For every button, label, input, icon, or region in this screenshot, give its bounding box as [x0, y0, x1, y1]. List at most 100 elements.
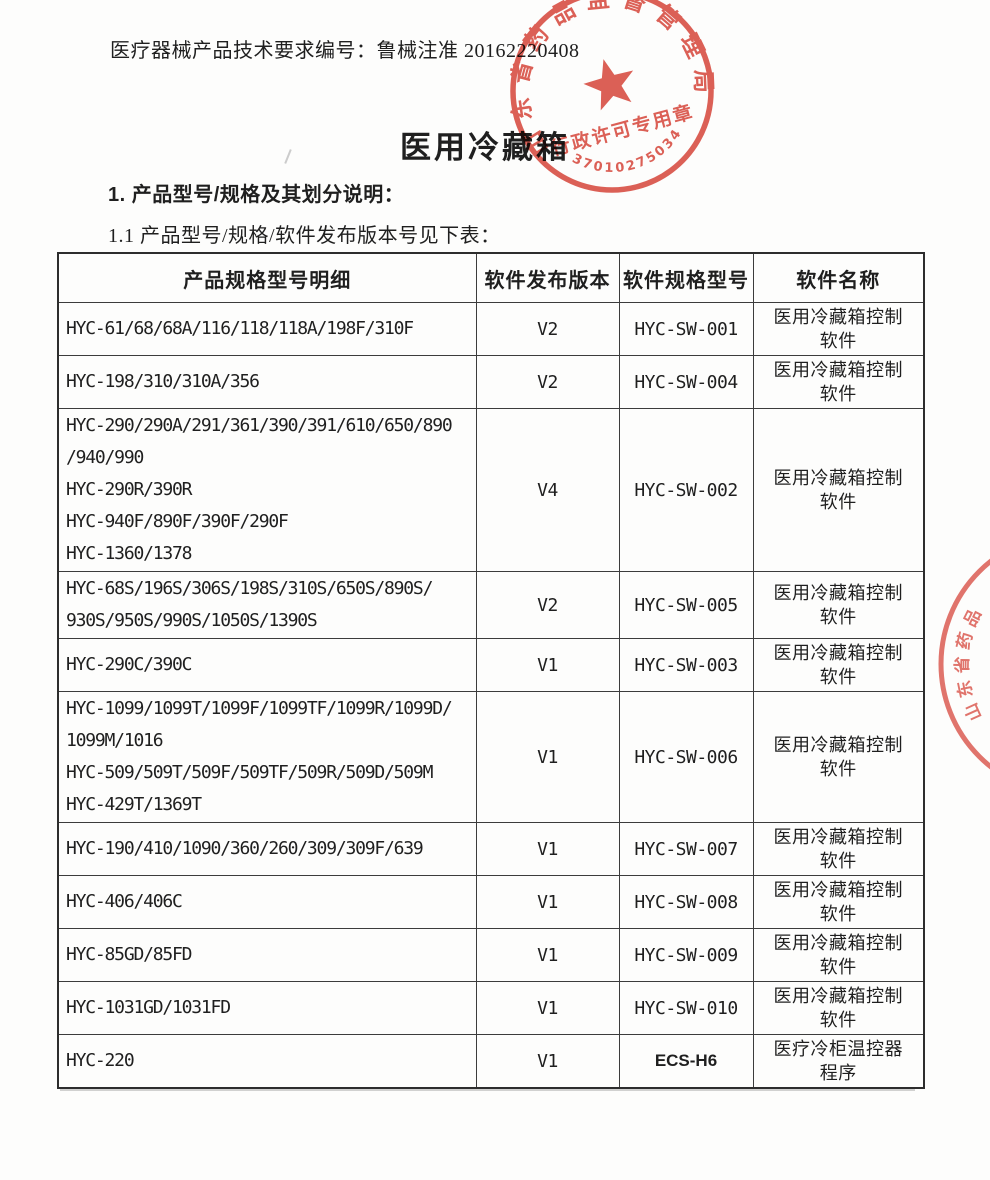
software-model-cell: HYC-SW-007	[618, 822, 754, 876]
software-name-line: 医用冷藏箱控制	[773, 468, 903, 488]
model-line: HYC-198/310/310A/356	[66, 371, 260, 392]
software-name-line: 软件	[819, 667, 857, 687]
model-list-cell: HYC-220	[57, 1034, 477, 1089]
table-row: HYC-85GD/85FD V1 HYC-SW-009 医用冷藏箱控制 软件	[57, 928, 925, 982]
model-list-cell: HYC-190/410/1090/360/260/309/309F/639	[57, 822, 477, 876]
table-row: HYC-190/410/1090/360/260/309/309F/639 V1 H…	[57, 822, 925, 876]
table-row: HYC-1031GD/1031FD V1 HYC-SW-010 医用冷藏箱控制 软件	[57, 981, 925, 1035]
header-release-version: 软件发布版本	[475, 252, 620, 303]
release-version-cell: V4	[475, 408, 620, 572]
software-name-cell: 医用冷藏箱控制 软件	[752, 822, 925, 876]
svg-text:山东省药品: 山东省药品	[952, 601, 988, 724]
model-line: 930S/950S/990S/1050S/1390S	[66, 610, 318, 631]
table-row: HYC-290C/390C V1 HYC-SW-003 医用冷藏箱控制 软件	[57, 638, 925, 692]
software-name-line: 软件	[819, 492, 857, 512]
model-list-cell: HYC-68S/196S/306S/198S/310S/650S/890S/93…	[57, 571, 477, 639]
release-version-cell: V1	[475, 928, 620, 982]
software-model-cell: HYC-SW-004	[618, 355, 754, 409]
software-name-cell: 医用冷藏箱控制 软件	[752, 355, 925, 409]
model-list-cell: HYC-198/310/310A/356	[57, 355, 477, 409]
model-line: HYC-61/68/68A/116/118/118A/198F/310F	[66, 318, 414, 339]
software-model-cell: ECS-H6	[618, 1034, 754, 1089]
software-name-cell: 医用冷藏箱控制 软件	[752, 691, 925, 823]
model-list-cell: HYC-1099/1099T/1099F/1099TF/1099R/1099D/…	[57, 691, 477, 823]
release-version-cell: V1	[475, 875, 620, 929]
partial-seal-stamp: 山东省药品	[938, 558, 990, 770]
release-version-cell: V1	[475, 981, 620, 1035]
software-name-cell: 医用冷藏箱控制 软件	[752, 408, 925, 572]
section-heading-1: 1. 产品型号/规格及其划分说明：	[108, 184, 405, 206]
table-header-row: 产品规格型号明细 软件发布版本 软件规格型号 软件名称	[57, 252, 925, 303]
header-model-detail: 产品规格型号明细	[57, 252, 477, 303]
software-model-cell: HYC-SW-010	[618, 981, 754, 1035]
partial-seal-circle	[938, 558, 990, 770]
software-model-cell: HYC-SW-008	[618, 875, 754, 929]
table-row: HYC-290/290A/291/361/390/391/610/650/890…	[57, 408, 925, 572]
software-name-line: 软件	[819, 607, 857, 627]
software-name-line: 医用冷藏箱控制	[773, 583, 903, 603]
software-name-line: 程序	[819, 1063, 857, 1083]
page-title: 医用冷藏箱	[400, 130, 570, 165]
software-model-cell: HYC-SW-003	[618, 638, 754, 692]
software-name-line: 医用冷藏箱控制	[773, 735, 903, 755]
section-heading-1-1: 1.1 产品型号/规格/软件发布版本号见下表：	[108, 225, 501, 247]
software-model-cell: HYC-SW-002	[618, 408, 754, 572]
model-line: HYC-429T/1369T	[66, 794, 202, 815]
release-version-cell: V2	[475, 302, 620, 356]
software-name-line: 医用冷藏箱控制	[773, 986, 903, 1006]
software-name-cell: 医用冷藏箱控制 软件	[752, 928, 925, 982]
model-list-cell: HYC-290/290A/291/361/390/391/610/650/890…	[57, 408, 477, 572]
table-row: HYC-61/68/68A/116/118/118A/198F/310F V2 HY…	[57, 302, 925, 356]
model-line: HYC-85GD/85FD	[66, 944, 192, 965]
doc-number-line: 医疗器械产品技术要求编号：鲁械注准 20162220408	[110, 40, 580, 62]
model-line: HYC-1360/1378	[66, 543, 192, 564]
software-name-line: 软件	[819, 957, 857, 977]
table-row: HYC-406/406C V1 HYC-SW-008 医用冷藏箱控制 软件	[57, 875, 925, 929]
model-list-cell: HYC-85GD/85FD	[57, 928, 477, 982]
model-list-cell: HYC-1031GD/1031FD	[57, 981, 477, 1035]
table-row: HYC-198/310/310A/356 V2 HYC-SW-004 医用冷藏箱控制软…	[57, 355, 925, 409]
software-name-line: 医用冷藏箱控制	[773, 360, 903, 380]
model-line: /940/990	[66, 447, 144, 468]
model-line: HYC-290/290A/291/361/390/391/610/650/890	[66, 415, 453, 436]
software-name-cell: 医疗冷柜温控器 程序	[752, 1034, 925, 1089]
software-name-cell: 医用冷藏箱控制 软件	[752, 981, 925, 1035]
software-name-line: 软件	[819, 331, 857, 351]
model-line: HYC-940F/890F/390F/290F	[66, 511, 289, 532]
model-line: HYC-190/410/1090/360/260/309/309F/639	[66, 838, 424, 859]
model-list-cell: HYC-406/406C	[57, 875, 477, 929]
partial-seal-text: 山东省药品	[952, 601, 982, 724]
table-row: HYC-1099/1099T/1099F/1099TF/1099R/1099D/…	[57, 691, 925, 823]
seal-circle	[510, 0, 714, 193]
model-list-cell: HYC-290C/390C	[57, 638, 477, 692]
software-model-cell: HYC-SW-009	[618, 928, 754, 982]
software-name-line: 软件	[819, 851, 857, 871]
software-name-cell: 医用冷藏箱控制 软件	[752, 571, 925, 639]
release-version-cell: V2	[475, 355, 620, 409]
release-version-cell: V1	[475, 1034, 620, 1089]
release-version-cell: V1	[475, 691, 620, 823]
scan-artifact-line	[60, 1089, 915, 1091]
model-line: 1099M/1016	[66, 730, 164, 751]
software-name-line: 医用冷藏箱控制	[773, 643, 903, 663]
spec-table-body: HYC-61/68/68A/116/118/118A/198F/310F V2 HY…	[57, 302, 925, 1089]
model-line: HYC-406/406C	[66, 891, 183, 912]
model-line: HYC-1031GD/1031FD	[66, 997, 231, 1018]
software-name-line: 医用冷藏箱控制	[773, 880, 903, 900]
software-name-line: 医用冷藏箱控制	[773, 933, 903, 953]
model-line: HYC-290C/390C	[66, 654, 192, 675]
software-name-line: 软件	[819, 384, 857, 404]
release-version-cell: V1	[475, 638, 620, 692]
software-name-line: 软件	[819, 1010, 857, 1030]
software-name-line: 软件	[819, 904, 857, 924]
table-row: HYC-220 V1 ECS-H6 医疗冷柜温控器 程序	[57, 1034, 925, 1089]
software-name-line: 医疗冷柜温控器	[773, 1039, 903, 1059]
model-list-cell: HYC-61/68/68A/116/118/118A/198F/310F	[57, 302, 477, 356]
software-model-cell: HYC-SW-001	[618, 302, 754, 356]
software-model-cell: HYC-SW-005	[618, 571, 754, 639]
table-row: HYC-68S/196S/306S/198S/310S/650S/890S/93…	[57, 571, 925, 639]
software-name-line: 医用冷藏箱控制	[773, 307, 903, 327]
model-line: HYC-509/509T/509F/509TF/509R/509D/509M	[66, 762, 433, 783]
model-line: HYC-290R/390R	[66, 479, 192, 500]
